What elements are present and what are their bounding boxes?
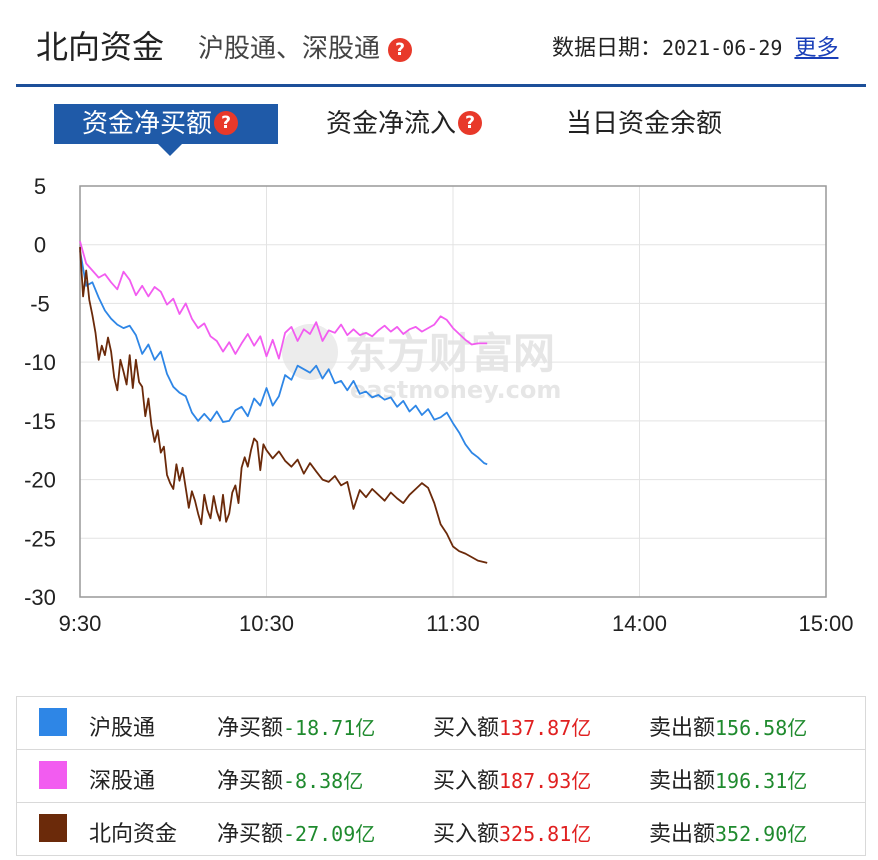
y-tick-label: 5: [34, 174, 46, 199]
date-label: 数据日期：: [552, 36, 663, 61]
page-title: 北向资金: [36, 28, 165, 66]
x-tick-label: 9:30: [59, 611, 102, 636]
series-line-2: [79, 247, 488, 564]
watermark-text: 东方财富网: [345, 329, 555, 378]
y-tick-label: -25: [24, 526, 56, 551]
tab-daily-balance[interactable]: 当日资金余额: [566, 104, 722, 144]
net-buy-label: 净买额: [217, 769, 284, 794]
series-name: 深股通: [89, 769, 156, 794]
help-icon[interactable]: ?: [214, 110, 239, 135]
watermark: 东方财富网 eastmoney.com: [282, 324, 561, 404]
help-icon[interactable]: ?: [388, 37, 413, 62]
sell-label: 卖出额: [649, 769, 716, 794]
sell-label: 卖出额: [649, 822, 716, 847]
x-tick-label: 10:30: [239, 611, 294, 636]
legend-row-north: 北向资金 净买额-27.09亿 买入额325.81亿 卖出额352.90亿: [17, 803, 865, 855]
plot-frame: [79, 185, 827, 598]
tab-label: 资金净买额: [82, 109, 213, 139]
y-tick-label: -5: [30, 291, 50, 316]
sell-label: 卖出额: [649, 716, 716, 741]
net-buy-label: 净买额: [217, 822, 284, 847]
buy-amount: 买入额187.93亿: [433, 763, 591, 795]
sell-value: 352.90亿: [715, 822, 808, 846]
net-buy: 净买额-8.38亿: [217, 763, 363, 795]
legend-row-sz: 深股通 净买额-8.38亿 买入额187.93亿 卖出额196.31亿: [17, 750, 865, 803]
net-buy: 净买额-27.09亿: [217, 816, 375, 848]
legend-table: 沪股通 净买额-18.71亿 买入额137.87亿 卖出额156.58亿 深股通…: [16, 696, 866, 856]
sell-value: 196.31亿: [715, 769, 808, 793]
series-line-0: [79, 250, 488, 466]
net-buy: 净买额-18.71亿: [217, 710, 375, 742]
net-buy-label: 净买额: [217, 716, 284, 741]
subtitle-text: 沪股通、深股通: [198, 34, 381, 64]
more-link[interactable]: 更多: [794, 36, 839, 61]
date-value: 2021-06-29: [662, 36, 783, 60]
sell-amount: 卖出额196.31亿: [649, 763, 807, 795]
buy-value: 325.81亿: [499, 822, 592, 846]
buy-label: 买入额: [433, 822, 500, 847]
watermark-subtext: eastmoney.com: [350, 376, 561, 404]
sell-amount: 卖出额156.58亿: [649, 710, 807, 742]
swatch-sz: [39, 761, 67, 789]
y-tick-label: -20: [24, 468, 56, 493]
swatch-north: [39, 814, 67, 842]
header: 北向资金 沪股通、深股通? 数据日期：2021-06-29 更多: [0, 0, 878, 88]
sell-amount: 卖出额352.90亿: [649, 816, 807, 848]
swatch-sh: [39, 708, 67, 736]
series-line-1: [79, 240, 488, 360]
subtitle: 沪股通、深股通?: [198, 28, 413, 65]
tab-label: 资金净流入: [326, 109, 457, 139]
buy-amount: 买入额325.81亿: [433, 816, 591, 848]
series-name: 沪股通: [89, 716, 156, 741]
y-axis: 5 0 -5 -10 -15 -20 -25 -30: [24, 174, 56, 610]
buy-amount: 买入额137.87亿: [433, 710, 591, 742]
x-tick-label: 14:00: [612, 611, 667, 636]
tab-net-inflow[interactable]: 资金净流入?: [326, 104, 483, 144]
net-buy-chart: 东方财富网 eastmoney.com 50-5-10-15-20-25-30 …: [24, 174, 854, 636]
chart-series: [79, 240, 488, 564]
chart-grid: [80, 186, 826, 597]
buy-label: 买入额: [433, 769, 500, 794]
buy-label: 买入额: [433, 716, 500, 741]
x-axis: 9:30 10:30 11:30 14:00 15:00: [59, 611, 854, 636]
buy-value: 187.93亿: [499, 769, 592, 793]
help-icon[interactable]: ?: [458, 110, 483, 135]
x-tick-label: 15:00: [798, 611, 853, 636]
y-tick-label: -30: [24, 585, 56, 610]
net-buy-value: -18.71亿: [283, 716, 376, 740]
net-buy-value: -27.09亿: [283, 822, 376, 846]
x-tick-label: 11:30: [426, 611, 479, 636]
buy-value: 137.87亿: [499, 716, 592, 740]
legend-row-sh: 沪股通 净买额-18.71亿 买入额137.87亿 卖出额156.58亿: [17, 697, 865, 750]
header-divider: [16, 84, 866, 87]
tab-net-buy[interactable]: 资金净买额?: [54, 104, 278, 156]
sell-value: 156.58亿: [715, 716, 808, 740]
tab-label: 当日资金余额: [566, 109, 723, 139]
y-tick-label: -15: [24, 409, 56, 434]
series-name: 北向资金: [89, 822, 178, 847]
y-tick-label: -10: [24, 350, 56, 375]
y-tick-label: 0: [34, 233, 46, 258]
tab-bar: 资金净买额? 资金净流入? 当日资金余额: [0, 100, 878, 160]
data-date: 数据日期：2021-06-29 更多: [552, 30, 838, 62]
net-buy-value: -8.38亿: [283, 769, 364, 793]
